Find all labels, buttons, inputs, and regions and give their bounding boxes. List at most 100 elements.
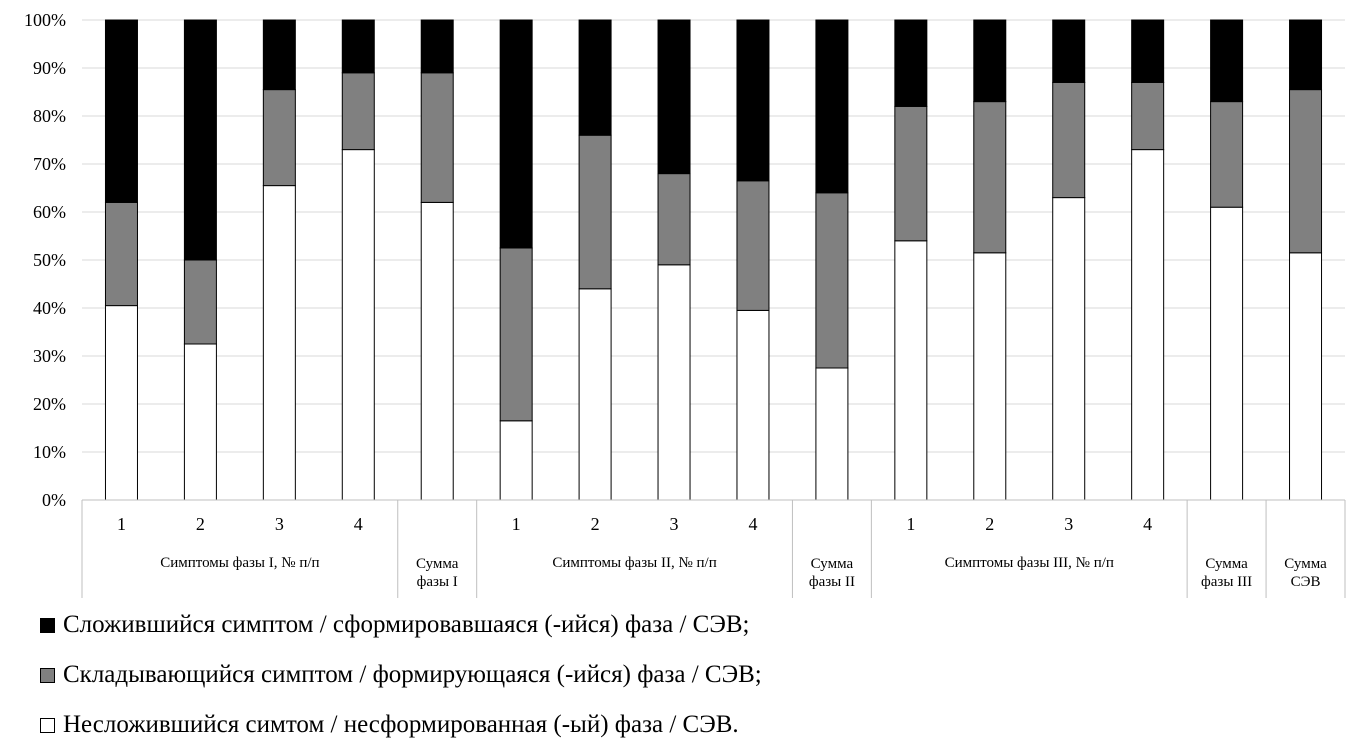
bar-segment	[815, 367, 849, 501]
bar-segment	[815, 192, 849, 369]
bar-segment	[657, 264, 691, 501]
x-tick-label: 3	[275, 514, 284, 534]
group-label-line: фазы III	[1201, 574, 1252, 590]
bar-segment	[341, 149, 375, 501]
x-tick-label: 3	[670, 514, 679, 534]
x-tick-label: 2	[196, 514, 205, 534]
x-tick-label: 3	[1064, 514, 1073, 534]
legend-label-unformed: Несложившийся симтом / несформированная …	[63, 711, 739, 738]
bar-segment	[499, 19, 533, 249]
bar-segment	[183, 343, 217, 501]
bar-segment	[736, 309, 770, 501]
legend-swatch-unformed	[40, 717, 55, 733]
legend-label-forming: Складывающийся симптом / формирующаяся (…	[63, 661, 762, 688]
bar-segment	[1210, 101, 1244, 208]
bar-segment	[1131, 81, 1165, 151]
legend-label-formed: Сложившийся симптом / сформировавшаяся (…	[63, 611, 750, 638]
bars	[104, 19, 1323, 501]
legend-item-formed: Сложившийся симптом / сформировавшаяся (…	[40, 600, 762, 650]
bar-segment	[973, 19, 1007, 103]
x-tick-label: 1	[117, 514, 126, 534]
x-tick-label: 4	[748, 514, 757, 534]
bar-segment	[815, 19, 849, 194]
x-tick-label: 1	[512, 514, 521, 534]
bar-segment	[657, 173, 691, 266]
y-tick-label: 20%	[33, 394, 66, 414]
bar-segment	[262, 19, 296, 91]
bar-segment	[341, 72, 375, 151]
group-labels: Симптомы фазы I, № п/п Сумма фазы I Симптом…	[160, 555, 1327, 590]
group-label-line: фазы I	[417, 574, 458, 590]
bar-segment	[973, 252, 1007, 501]
axes	[81, 499, 1346, 598]
bar-segment	[657, 19, 691, 175]
bar-segment	[104, 201, 138, 307]
y-tick-label: 100%	[24, 10, 66, 30]
bar-segment	[183, 19, 217, 261]
y-tick-label: 30%	[33, 346, 66, 366]
y-tick-label: 40%	[33, 298, 66, 318]
bar-segment	[1289, 19, 1323, 91]
group-label: Сумма СЭВ	[1284, 556, 1327, 590]
bar-segment	[736, 19, 770, 182]
y-tick-label: 50%	[33, 250, 66, 270]
bar-segment	[262, 89, 296, 187]
bar-segment	[736, 180, 770, 311]
bar-segment	[1052, 81, 1086, 199]
x-tick-labels: 1 2 3 4 1 2 3 4 1 2 3 4	[117, 514, 1152, 534]
bar-segment	[578, 288, 612, 501]
group-label: Сумма фазы II	[809, 556, 855, 590]
group-label: Симптомы фазы I, № п/п	[160, 555, 319, 571]
stacked-bar-chart: 0% 10% 20% 30% 40% 50% 60% 70% 80% 90% 100% 1 2 3 4 1 2…	[24, 10, 1346, 598]
y-tick-label: 10%	[33, 442, 66, 462]
group-label-line: фазы II	[809, 574, 855, 590]
legend-swatch-formed	[40, 617, 55, 633]
group-label-line: Сумма	[1205, 556, 1248, 572]
group-label-line: Сумма	[1284, 556, 1327, 572]
group-label: Симптомы фазы III, № п/п	[945, 555, 1114, 571]
x-tick-label: 2	[591, 514, 600, 534]
legend-swatch-forming	[40, 667, 55, 683]
bar-segment	[1210, 19, 1244, 103]
group-label-line: СЭВ	[1291, 574, 1321, 590]
bar-segment	[1131, 149, 1165, 501]
bar-segment	[499, 247, 533, 422]
bar-segment	[1131, 19, 1165, 83]
group-label: Сумма фазы III	[1201, 556, 1252, 590]
group-label: Симптомы фазы II, № п/п	[552, 555, 716, 571]
bar-segment	[1289, 252, 1323, 501]
y-tick-label: 90%	[33, 58, 66, 78]
y-tick-label: 0%	[42, 490, 66, 510]
bar-segment	[894, 240, 928, 501]
bar-segment	[578, 134, 612, 290]
x-tick-label: 2	[985, 514, 994, 534]
group-label: Сумма фазы I	[416, 556, 459, 590]
bar-segment	[104, 305, 138, 501]
bar-segment	[104, 19, 138, 203]
group-label-line: Сумма	[811, 556, 854, 572]
bar-segment	[183, 259, 217, 345]
bar-segment	[420, 19, 454, 74]
y-tick-labels: 0% 10% 20% 30% 40% 50% 60% 70% 80% 90% 100%	[24, 10, 66, 510]
bar-segment	[578, 19, 612, 136]
x-tick-label: 1	[906, 514, 915, 534]
legend-item-unformed: Несложившийся симтом / несформированная …	[40, 700, 762, 750]
bar-segment	[894, 105, 928, 242]
bar-segment	[1052, 197, 1086, 501]
y-tick-label: 60%	[33, 202, 66, 222]
bar-segment	[341, 19, 375, 74]
bar-segment	[499, 420, 533, 501]
bar-segment	[973, 101, 1007, 254]
bar-segment	[420, 72, 454, 203]
bar-segment	[1210, 206, 1244, 501]
x-tick-label: 4	[354, 514, 363, 534]
bar-segment	[1289, 89, 1323, 254]
y-tick-label: 80%	[33, 106, 66, 126]
bar-segment	[1052, 19, 1086, 83]
group-label-line: Сумма	[416, 556, 459, 572]
y-tick-label: 70%	[33, 154, 66, 174]
legend: Сложившийся симптом / сформировавшаяся (…	[40, 600, 762, 750]
bar-segment	[262, 185, 296, 501]
bar-segment	[894, 19, 928, 107]
bar-segment	[420, 201, 454, 501]
